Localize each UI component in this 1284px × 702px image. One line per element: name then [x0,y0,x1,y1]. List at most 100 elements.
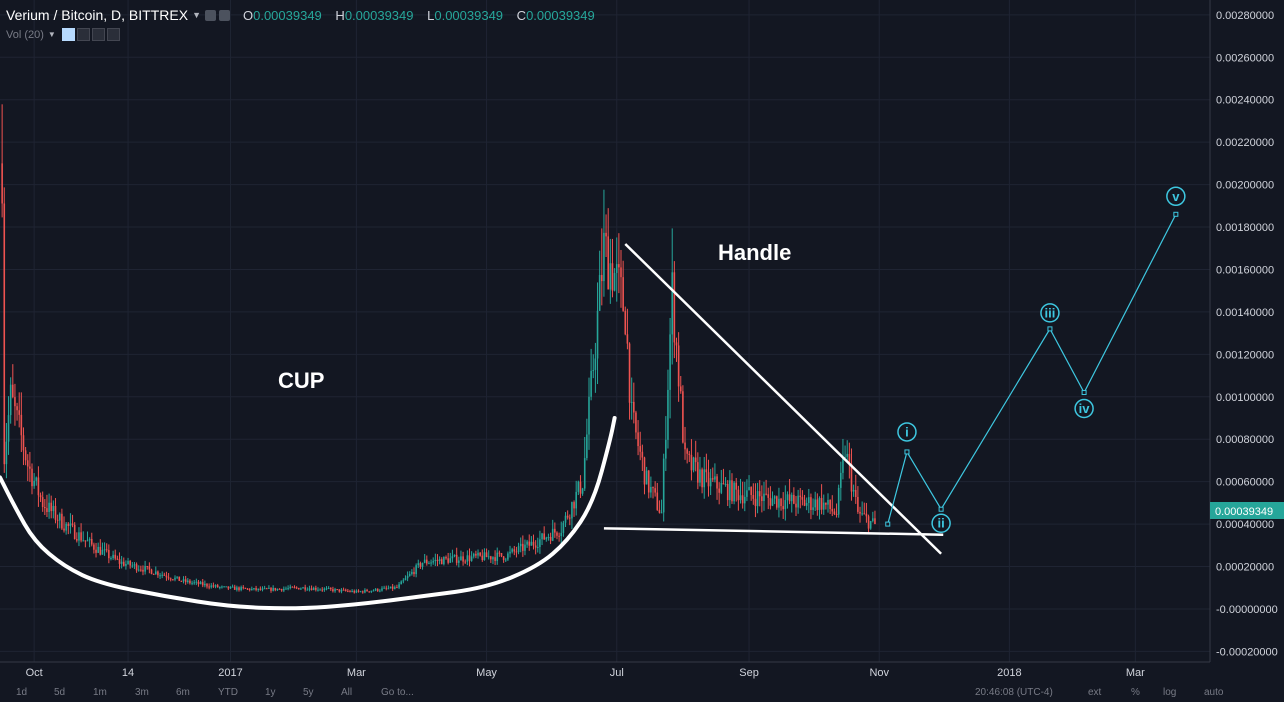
wave-label: iii [1045,305,1056,320]
candle-body [366,589,368,592]
ext-toggle[interactable]: ext [1088,687,1102,698]
candle-body [568,517,571,519]
wave-path[interactable] [887,214,1177,525]
close-value: 0.00039349 [526,7,595,23]
candle-body [242,587,245,589]
candle-body [684,442,686,450]
candle-body [56,519,59,521]
candle-body [635,412,637,433]
candle-body [88,538,91,541]
settings-icon[interactable] [76,28,90,41]
candle-body [165,575,168,578]
candle-body [101,549,104,555]
percent-toggle[interactable]: % [1131,687,1140,698]
range-5d[interactable]: 5d [54,687,66,698]
candle-body [199,582,202,585]
symbol-menu-caret-icon[interactable]: ▼ [192,10,201,20]
go-to-button[interactable]: Go to... [381,687,414,698]
add-icon[interactable] [91,28,105,41]
candle-body [338,589,341,592]
candle-body [268,587,270,589]
candle-body [73,524,76,540]
time-axis[interactable]: Oct 14 2017 Mar May Jul Sep Nov 2018 Mar [26,667,1146,679]
candle-body [699,469,701,483]
handle-lower-trendline[interactable] [603,527,944,536]
candle-body [383,587,385,589]
candle-body [667,389,669,440]
candle-body [694,457,697,463]
price-tick-label: 0.00200000 [1216,180,1274,192]
wave-point[interactable] [1173,211,1179,217]
candle-body [475,553,477,556]
candle-body [159,575,161,577]
candle-body [842,457,844,473]
range-1m[interactable]: 1m [93,687,107,698]
volume-label[interactable]: Vol (20) [6,28,44,41]
candle-body [18,410,21,415]
candle-body [571,502,573,519]
candle-body [78,532,80,541]
wave-point[interactable] [1081,390,1087,396]
candle-body [253,588,255,590]
wave-point[interactable] [904,449,910,455]
candle-body [697,462,699,483]
candle-body [590,370,592,397]
candle-body [767,494,770,498]
log-toggle[interactable]: log [1163,687,1177,698]
candle-body [291,586,294,588]
wave-point[interactable] [885,521,891,527]
candle-body [554,528,556,533]
candle-body [600,275,603,282]
cup-curve[interactable] [0,415,617,611]
candle-body [108,549,110,559]
candle-body [229,586,232,589]
eye-icon[interactable] [61,28,75,41]
range-ytd[interactable]: YTD [218,687,238,698]
candle-body [116,558,119,560]
candle-body [524,544,526,551]
candle-body [534,545,537,548]
range-1y[interactable]: 1y [265,687,276,698]
candle-body [176,576,178,578]
candle-body [758,491,761,497]
range-1d[interactable]: 1d [16,687,28,698]
handle-upper-trendline[interactable] [624,243,942,555]
candle-body [24,450,27,461]
time-tick-label: 2018 [997,667,1021,679]
wave-label-circle [1166,186,1186,207]
volume-caret-icon[interactable]: ▼ [47,30,56,39]
auto-toggle[interactable]: auto [1204,687,1224,698]
range-all[interactable]: All [341,687,353,698]
candle-body [295,587,298,589]
wave-point[interactable] [938,506,944,512]
candle-body [487,556,490,558]
candle-body [564,515,567,523]
candle-body [163,574,166,576]
candle-body [359,591,362,593]
range-6m[interactable]: 6m [176,687,190,698]
open-value: 0.00039349 [253,7,322,23]
time-tick-label: Sep [739,667,759,679]
candle-body [312,587,315,591]
price-axis[interactable]: 0.00280000 0.00260000 0.00240000 0.00220000… [1216,10,1278,659]
range-5y[interactable]: 5y [303,687,314,698]
settings-square-icon[interactable] [204,9,216,21]
candle-body [29,466,31,469]
source-square-icon[interactable] [218,9,230,21]
candle-body [5,441,8,465]
close-icon[interactable] [106,28,120,41]
price-tick-label: 0.00120000 [1216,349,1274,361]
candle-body [803,499,806,506]
candle-body [609,263,612,290]
wave-point[interactable] [1047,326,1053,332]
candle-body [432,561,435,563]
candle-body [662,458,665,513]
candle-body [752,494,755,499]
candle-body [20,414,23,436]
candle-body [808,497,810,503]
symbol-title[interactable]: Verium / Bitcoin, D, BITTREX [6,7,189,23]
candle-body [852,489,855,492]
candle-body [426,559,428,564]
range-3m[interactable]: 3m [135,687,149,698]
